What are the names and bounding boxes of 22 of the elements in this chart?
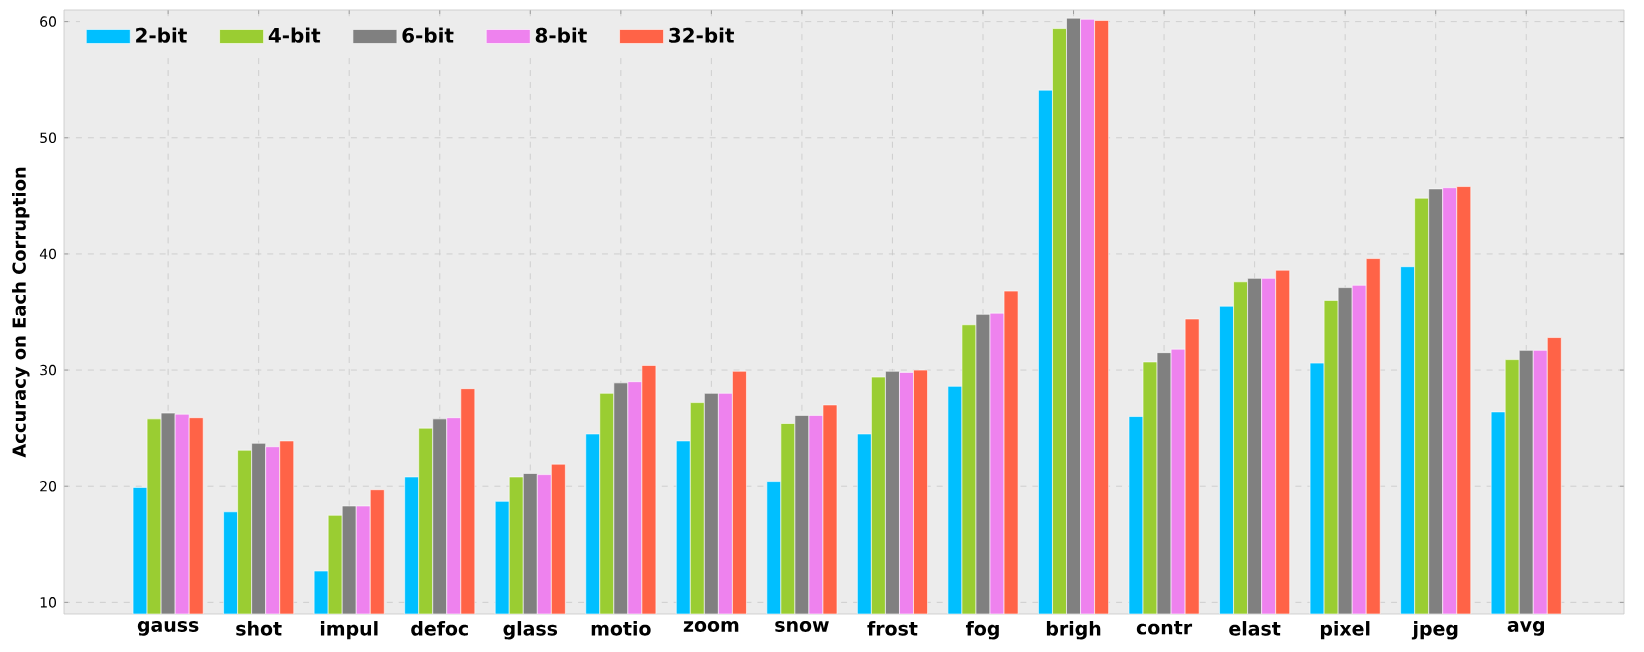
x-tick-label: elast — [1229, 621, 1281, 636]
y-axis-title: Accuracy on Each Corruption — [12, 167, 30, 458]
x-tick-label: brigh — [1046, 621, 1101, 640]
x-tick-label: impul — [320, 621, 378, 640]
x-tick-label: jpeg — [1411, 621, 1458, 640]
x-tick-label: shot — [236, 621, 282, 636]
x-tick-label: contr — [1136, 621, 1193, 635]
x-tick-label: snow — [775, 621, 829, 632]
x-tick-label: frost — [867, 621, 918, 636]
x-tick-label: pixel — [1320, 621, 1370, 640]
legend-label: 32-bit — [669, 27, 734, 43]
x-tick-label: gauss — [137, 621, 199, 636]
legend-label: 6-bit — [402, 27, 454, 43]
x-tick-label: motio — [591, 621, 651, 636]
legend-label: 2-bit — [136, 27, 187, 43]
x-tick-label: zoom — [683, 621, 739, 632]
x-tick-label: fog — [965, 621, 999, 640]
x-tick-label: defoc — [411, 621, 468, 636]
x-tick-label: avg — [1507, 621, 1544, 636]
legend-label: 8-bit — [535, 27, 587, 43]
x-tick-label: glass — [503, 621, 558, 640]
legend-label: 4-bit — [268, 27, 321, 43]
